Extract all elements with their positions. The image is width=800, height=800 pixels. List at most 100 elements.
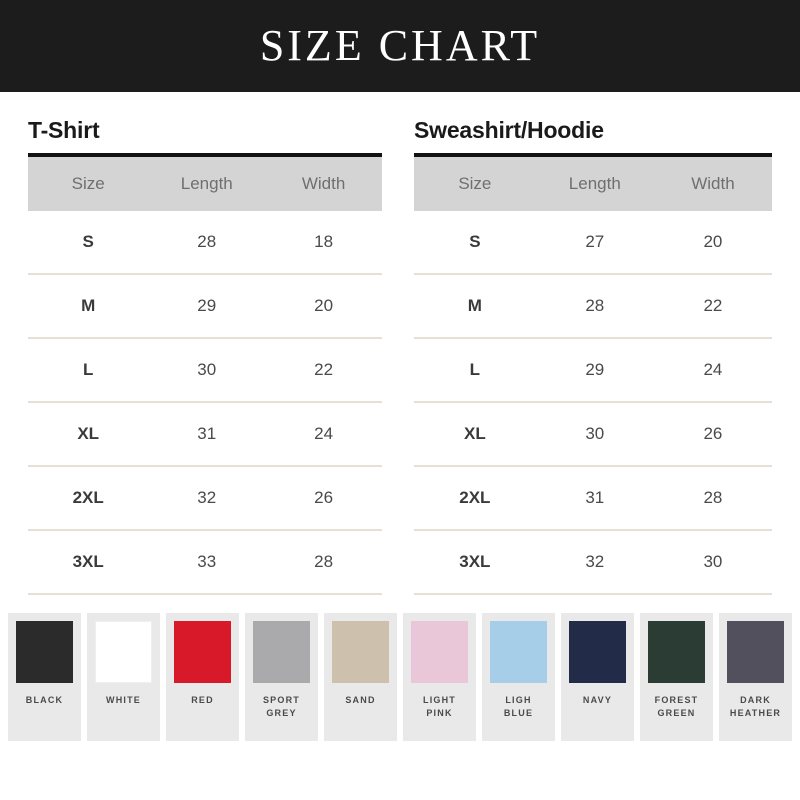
table-row: 2XL 31 28 <box>414 466 772 531</box>
swatch-color-sport-grey <box>253 621 310 684</box>
cell-width: 24 <box>314 424 334 444</box>
sweatshirt-table-head: Size Length Width <box>414 155 772 212</box>
table-row: XL 30 26 <box>414 402 772 467</box>
sweatshirt-col-header-length: Length <box>568 174 621 194</box>
sweatshirt-table-title: Sweashirt/Hoodie <box>414 117 604 143</box>
swatch-label-light-blue: LIGH BLUE <box>503 695 534 719</box>
cell-length: 32 <box>585 552 605 572</box>
cell-width: 22 <box>703 296 723 316</box>
cell-size: 2XL <box>459 488 491 508</box>
cell-length: 29 <box>585 360 605 380</box>
color-swatch-strip: BLACK WHITE RED SPORT GREY SAND LIGHT PI… <box>0 595 800 742</box>
cell-width: 24 <box>703 360 723 380</box>
swatch-color-sand <box>332 621 389 684</box>
cell-size: S <box>469 232 481 252</box>
swatch-label-sand: SAND <box>345 695 376 706</box>
cell-length: 28 <box>585 296 605 316</box>
sweatshirt-size-table: Size Length Width S 27 20 M 28 22 L <box>414 153 772 595</box>
swatch-card-red[interactable]: RED <box>166 613 239 742</box>
swatch-color-light-blue <box>490 621 547 684</box>
swatch-card-sport-grey[interactable]: SPORT GREY <box>245 613 318 742</box>
sweatshirt-header-row: Size Length Width <box>414 155 772 212</box>
sweatshirt-table-block: Sweashirt/Hoodie Size Length Width S 27 … <box>400 117 800 595</box>
cell-size: M <box>81 296 96 316</box>
tshirt-table-title: T-Shirt <box>28 117 100 143</box>
swatch-card-light-pink[interactable]: LIGHT PINK <box>403 613 476 742</box>
table-row: M 28 22 <box>414 274 772 339</box>
cell-size: L <box>82 360 94 380</box>
tshirt-col-header-length: Length <box>180 174 233 194</box>
swatch-label-red: RED <box>191 695 214 706</box>
table-row: 2XL 32 26 <box>28 466 382 531</box>
tshirt-size-table: Size Length Width S 28 18 M 29 20 L <box>28 153 382 595</box>
swatch-card-white[interactable]: WHITE <box>87 613 160 742</box>
swatch-label-white: WHITE <box>106 695 141 706</box>
swatch-label-black: BLACK <box>25 695 64 706</box>
tshirt-header-row: Size Length Width <box>28 155 382 212</box>
cell-width: 28 <box>314 552 334 572</box>
table-row: M 29 20 <box>28 274 382 339</box>
sweatshirt-col-header-size: Size <box>458 174 492 194</box>
swatch-color-dark-heather <box>727 621 784 684</box>
size-tables-container: T-Shirt Size Length Width S 28 18 M 29 <box>0 92 800 595</box>
cell-size: L <box>469 360 481 380</box>
swatch-color-white <box>95 621 152 684</box>
tshirt-table-body: S 28 18 M 29 20 L 30 22 XL 31 24 <box>28 211 382 595</box>
swatch-card-black[interactable]: BLACK <box>8 613 81 742</box>
cell-width: 26 <box>703 424 723 444</box>
swatch-card-forest-green[interactable]: FOREST GREEN <box>640 613 713 742</box>
swatch-label-dark-heather: DARK HEATHER <box>729 695 782 719</box>
swatch-color-black <box>16 621 73 684</box>
cell-size: XL <box>463 424 486 444</box>
cell-width: 26 <box>314 488 334 508</box>
swatch-card-sand[interactable]: SAND <box>324 613 397 742</box>
cell-size: M <box>467 296 482 316</box>
cell-size: 2XL <box>72 488 104 508</box>
tshirt-col-header-width: Width <box>301 174 346 194</box>
sweatshirt-table-body: S 27 20 M 28 22 L 29 24 XL 30 26 <box>414 211 772 595</box>
cell-width: 18 <box>314 232 334 252</box>
cell-length: 30 <box>197 360 217 380</box>
page-header: SIZE CHART <box>0 0 800 92</box>
sweatshirt-col-header-width: Width <box>691 174 735 194</box>
swatch-color-red <box>174 621 231 684</box>
cell-length: 30 <box>585 424 605 444</box>
swatch-card-light-blue[interactable]: LIGH BLUE <box>482 613 555 742</box>
table-row: 3XL 32 30 <box>414 530 772 595</box>
swatch-card-navy[interactable]: NAVY <box>561 613 634 742</box>
cell-width: 20 <box>703 232 723 252</box>
tshirt-table-head: Size Length Width <box>28 155 382 212</box>
table-row: L 30 22 <box>28 338 382 403</box>
table-row: S 28 18 <box>28 211 382 275</box>
cell-length: 32 <box>197 488 217 508</box>
cell-width: 20 <box>314 296 334 316</box>
cell-size: 3XL <box>459 552 491 572</box>
cell-length: 33 <box>197 552 217 572</box>
page-title: SIZE CHART <box>259 21 541 70</box>
swatch-label-forest-green: FOREST GREEN <box>654 695 699 719</box>
cell-length: 27 <box>585 232 605 252</box>
cell-width: 28 <box>703 488 723 508</box>
cell-width: 30 <box>703 552 723 572</box>
swatch-card-dark-heather[interactable]: DARK HEATHER <box>719 613 792 742</box>
cell-size: 3XL <box>72 552 104 572</box>
tshirt-table-block: T-Shirt Size Length Width S 28 18 M 29 <box>0 117 400 595</box>
table-row: L 29 24 <box>414 338 772 403</box>
cell-size: S <box>82 232 94 252</box>
table-row: XL 31 24 <box>28 402 382 467</box>
swatch-label-light-pink: LIGHT PINK <box>423 695 456 719</box>
cell-length: 29 <box>197 296 217 316</box>
tshirt-col-header-size: Size <box>71 174 105 194</box>
cell-width: 22 <box>314 360 334 380</box>
swatch-label-navy: NAVY <box>582 695 613 706</box>
table-row: S 27 20 <box>414 211 772 275</box>
cell-length: 31 <box>585 488 605 508</box>
swatch-color-light-pink <box>411 621 468 684</box>
swatch-color-navy <box>569 621 626 684</box>
swatch-label-sport-grey: SPORT GREY <box>262 695 300 719</box>
cell-length: 28 <box>197 232 217 252</box>
cell-size: XL <box>77 424 100 444</box>
swatch-color-forest-green <box>648 621 705 684</box>
table-row: 3XL 33 28 <box>28 530 382 595</box>
cell-length: 31 <box>197 424 217 444</box>
